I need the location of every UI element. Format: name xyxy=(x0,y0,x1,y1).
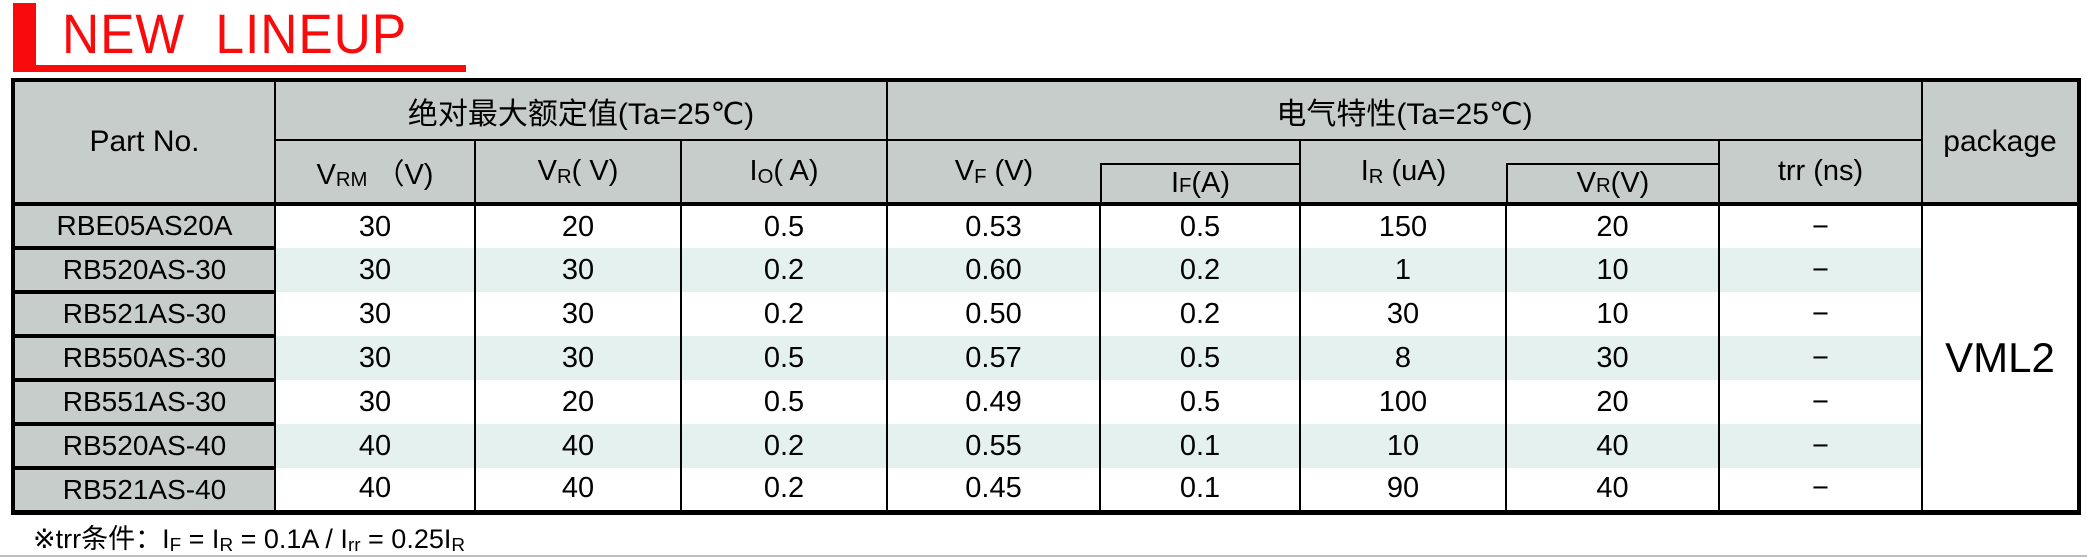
part-no-cell: RB520AS-40 xyxy=(13,424,276,470)
column-header-vr-max: VR( V) xyxy=(475,140,682,206)
package-value-cell: VML2 xyxy=(1921,204,2080,512)
value-cell: 0.49 xyxy=(887,380,1101,424)
value-cell: 30 xyxy=(275,336,476,380)
table-head: Part No. 绝对最大额定值(Ta=25℃) 电气特性(Ta=25℃) pa… xyxy=(13,80,2080,206)
value-cell: 30 xyxy=(475,336,682,380)
abs-max-ratings-group-header: 绝对最大额定值(Ta=25℃) xyxy=(275,80,888,141)
part-no-cell: RB521AS-40 xyxy=(13,468,276,514)
value-cell: 0.53 xyxy=(887,204,1101,248)
value-cell: 30 xyxy=(275,204,476,248)
value-cell: 20 xyxy=(475,380,682,424)
value-cell: 0.5 xyxy=(1100,336,1301,380)
table-row: RB520AS-40 40 40 0.2 0.55 0.1 10 40− xyxy=(13,424,2079,470)
value-cell: 0.5 xyxy=(681,380,888,424)
value-cell: 40 xyxy=(475,424,682,468)
value-cell: 30 xyxy=(475,292,682,336)
value-cell: − xyxy=(1719,468,1924,512)
column-header-io: IO( A) xyxy=(681,140,888,206)
value-cell: 40 xyxy=(1506,424,1720,468)
value-cell: 0.2 xyxy=(1100,248,1301,292)
value-cell: 30 xyxy=(1300,292,1507,336)
value-cell: 0.2 xyxy=(681,468,888,512)
value-cell: 40 xyxy=(275,424,476,468)
trr-condition-footnote: ※trr条件：IF = IR = 0.1A / Irr = 0.25IR xyxy=(33,524,466,556)
value-cell: 0.55 xyxy=(887,424,1101,468)
value-cell: 40 xyxy=(275,468,476,512)
column-header-vf: VF (V) xyxy=(887,140,1100,206)
electrical-characteristics-group-header: 电气特性(Ta=25℃) xyxy=(887,80,1924,141)
value-cell: − xyxy=(1719,336,1924,380)
page-title: NEW LINEUP xyxy=(62,2,408,65)
value-cell: 100 xyxy=(1300,380,1507,424)
value-cell: 30 xyxy=(275,380,476,424)
value-cell: 0.2 xyxy=(681,424,888,468)
value-cell: 0.57 xyxy=(887,336,1101,380)
value-cell: 0.2 xyxy=(681,292,888,336)
value-cell: − xyxy=(1719,380,1924,424)
value-cell: 10 xyxy=(1300,424,1507,468)
value-cell: 1 xyxy=(1300,248,1507,292)
part-no-cell: RB551AS-30 xyxy=(13,380,276,426)
value-cell: 0.2 xyxy=(1100,292,1301,336)
value-cell: 30 xyxy=(275,248,476,292)
title-red-bar xyxy=(13,3,36,72)
value-cell: 0.5 xyxy=(1100,380,1301,424)
package-header: package xyxy=(1922,80,2080,206)
value-cell: 20 xyxy=(1506,204,1720,248)
table-row: RB521AS-30 30 30 0.2 0.50 0.2 30 10− xyxy=(13,292,2079,338)
value-cell: 30 xyxy=(475,248,682,292)
title-underline xyxy=(36,65,466,72)
value-cell: 10 xyxy=(1506,292,1720,336)
value-cell: 0.50 xyxy=(887,292,1101,336)
value-cell: 0.1 xyxy=(1100,468,1301,512)
value-cell: − xyxy=(1719,292,1924,336)
value-cell: 10 xyxy=(1506,248,1720,292)
spec-table: Part No. 绝对最大额定值(Ta=25℃) 电气特性(Ta=25℃) pa… xyxy=(11,78,2082,515)
value-cell: 0.5 xyxy=(681,336,888,380)
column-header-trr: trr (ns) xyxy=(1719,140,1924,206)
table-row: RB550AS-30 30 30 0.5 0.57 0.5 8 30− xyxy=(13,336,2079,382)
value-cell: 0.60 xyxy=(887,248,1101,292)
new-lineup-header: NEW LINEUP xyxy=(0,0,700,78)
value-cell: − xyxy=(1719,424,1924,468)
table-row: RB520AS-30 30 30 0.2 0.60 0.2 1 10− xyxy=(13,248,2079,294)
part-no-header: Part No. xyxy=(13,80,276,206)
column-header-vrm: VRM （V) xyxy=(275,140,476,206)
value-cell: − xyxy=(1719,248,1924,292)
part-no-cell: RBE05AS20A xyxy=(13,204,276,250)
table-row: RB521AS-40 40 40 0.2 0.45 0.1 90 40− xyxy=(13,468,2079,514)
table-body: RBE05AS20A 30 20 0.5 0.53 0.5 150 20− VML2 RB520A… xyxy=(13,204,2080,514)
lineup-table-container: Part No. 绝对最大额定值(Ta=25℃) 电气特性(Ta=25℃) pa… xyxy=(11,78,2082,515)
part-no-cell: RB521AS-30 xyxy=(13,292,276,338)
column-header-ir: IR (uA) xyxy=(1300,140,1506,206)
part-no-cell: RB520AS-30 xyxy=(13,248,276,294)
table-row: RB551AS-30 30 20 0.5 0.49 0.5 100 20− xyxy=(13,380,2079,426)
value-cell: 30 xyxy=(1506,336,1720,380)
value-cell: − xyxy=(1719,204,1924,248)
value-cell: 0.5 xyxy=(681,204,888,248)
value-cell: 20 xyxy=(1506,380,1720,424)
value-cell: 0.5 xyxy=(1100,204,1301,248)
value-cell: 30 xyxy=(275,292,476,336)
value-cell: 40 xyxy=(475,468,682,512)
value-cell: 150 xyxy=(1300,204,1507,248)
value-cell: 0.1 xyxy=(1100,424,1301,468)
value-cell: 40 xyxy=(1506,468,1720,512)
value-cell: 90 xyxy=(1300,468,1507,512)
value-cell: 20 xyxy=(475,204,682,248)
part-no-cell: RB550AS-30 xyxy=(13,336,276,382)
table-row: RBE05AS20A 30 20 0.5 0.53 0.5 150 20− VML2 xyxy=(13,204,2080,512)
bottom-divider xyxy=(0,555,2087,557)
value-cell: 0.45 xyxy=(887,468,1101,512)
value-cell: 8 xyxy=(1300,336,1507,380)
value-cell: 0.2 xyxy=(681,248,888,292)
